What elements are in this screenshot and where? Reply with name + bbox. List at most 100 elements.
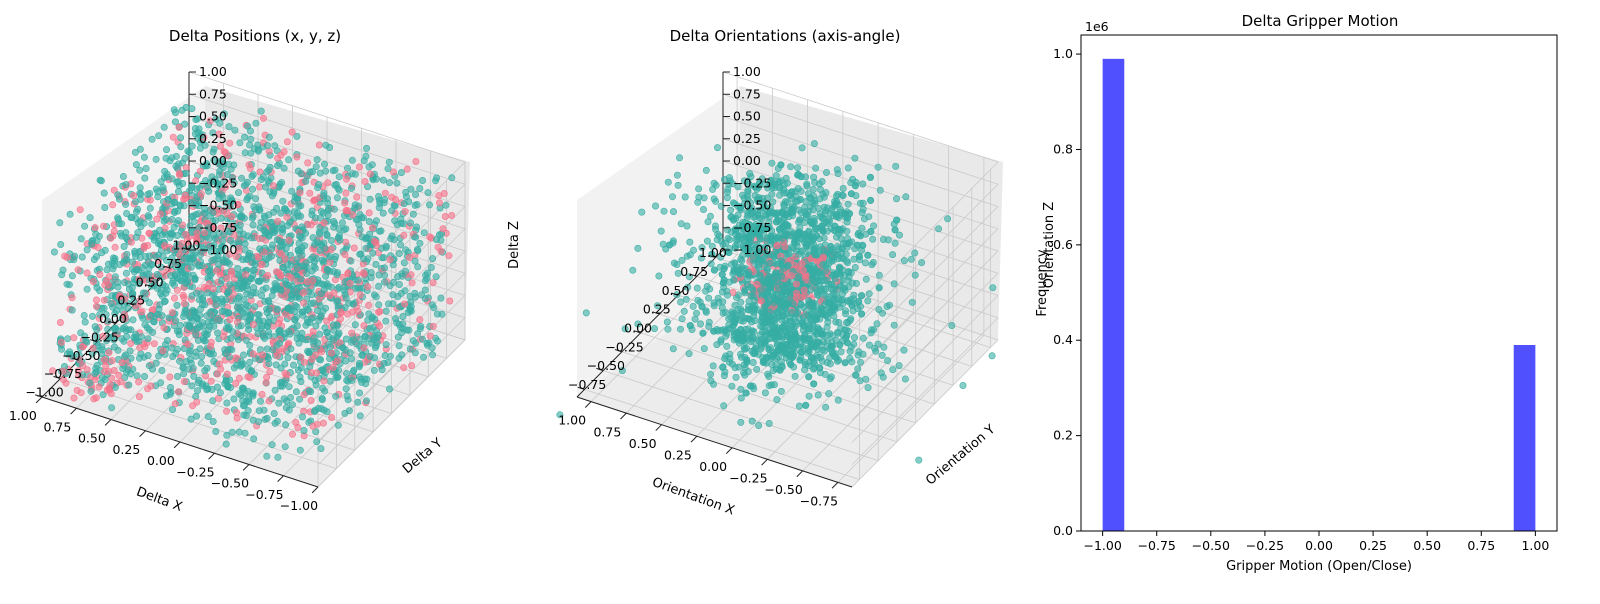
teal-point <box>92 230 100 238</box>
teal-point <box>740 314 748 322</box>
pink-point <box>300 358 308 366</box>
teal-point <box>430 304 438 312</box>
pink-point <box>446 297 454 305</box>
teal-point <box>78 253 86 261</box>
teal-point <box>680 307 688 315</box>
teal-point <box>268 441 276 449</box>
teal-point <box>732 373 740 381</box>
teal-point <box>188 184 196 192</box>
teal-point <box>315 181 323 189</box>
teal-point <box>249 221 257 229</box>
x-tick-mark <box>70 407 77 415</box>
teal-point <box>285 383 293 391</box>
teal-point <box>164 196 172 204</box>
teal-point <box>867 329 875 337</box>
teal-point <box>872 347 880 355</box>
z-tick-label: 1.00 <box>733 64 761 79</box>
teal-point <box>326 343 334 351</box>
teal-point <box>184 147 192 155</box>
teal-point <box>371 333 379 341</box>
teal-point <box>309 253 317 261</box>
teal-point <box>204 274 212 282</box>
x-tick-mark <box>725 447 733 455</box>
histogram-bars <box>1102 58 1536 531</box>
outlier-point <box>117 378 125 386</box>
teal-point <box>733 311 741 319</box>
teal-point <box>356 412 364 420</box>
teal-point <box>380 278 388 286</box>
teal-point <box>834 396 842 404</box>
teal-point <box>826 243 834 251</box>
teal-point <box>838 249 846 257</box>
teal-point <box>772 172 780 180</box>
z-tick-label: −1.00 <box>733 242 771 257</box>
pink-point <box>309 422 317 430</box>
pink-point <box>105 281 113 289</box>
pink-point <box>349 211 357 219</box>
x-tick-label: 0.50 <box>78 431 106 446</box>
teal-point <box>818 346 826 354</box>
teal-point <box>395 250 403 258</box>
teal-point <box>425 201 433 209</box>
teal-point <box>843 339 851 347</box>
teal-point <box>368 314 376 322</box>
teal-point <box>158 366 166 374</box>
y-tick-label: −0.75 <box>44 366 82 381</box>
teal-point <box>186 313 194 321</box>
teal-point <box>867 196 875 204</box>
teal-point <box>131 148 139 156</box>
teal-point <box>152 155 160 163</box>
teal-point <box>765 372 773 380</box>
teal-point <box>915 456 923 464</box>
teal-point <box>322 141 330 149</box>
teal-point <box>150 318 158 326</box>
teal-point <box>255 277 263 285</box>
teal-point <box>889 251 897 259</box>
teal-point <box>741 285 749 293</box>
teal-point <box>162 154 170 162</box>
teal-point <box>332 392 340 400</box>
teal-point <box>432 236 440 244</box>
teal-point <box>709 362 717 370</box>
teal-point <box>249 185 257 193</box>
teal-point <box>176 357 184 365</box>
teal-point <box>788 205 796 213</box>
teal-point <box>195 320 203 328</box>
teal-point <box>296 333 304 341</box>
teal-point <box>438 310 446 318</box>
teal-point <box>249 212 257 220</box>
pink-point <box>368 224 376 232</box>
teal-point <box>293 132 301 140</box>
teal-point <box>264 355 272 363</box>
y-tick-label: 0.25 <box>117 293 145 308</box>
x-tick-label: 1.00 <box>1521 538 1549 553</box>
teal-point <box>256 397 264 405</box>
teal-point <box>342 385 350 393</box>
teal-point <box>676 325 684 333</box>
teal-point <box>343 376 351 384</box>
teal-point <box>774 283 782 291</box>
teal-point <box>215 316 223 324</box>
teal-point <box>742 389 750 397</box>
teal-point <box>129 258 137 266</box>
y-tick-label: 1.0 <box>1053 46 1073 61</box>
teal-point <box>398 270 406 278</box>
teal-point <box>347 257 355 265</box>
teal-point <box>669 239 677 247</box>
teal-point <box>129 316 137 324</box>
y-tick-label: 0.50 <box>662 283 690 298</box>
teal-point <box>768 159 776 167</box>
teal-point <box>803 182 811 190</box>
teal-point <box>121 278 129 286</box>
pink-point <box>180 293 188 301</box>
teal-point <box>716 263 724 271</box>
teal-point <box>756 273 764 281</box>
teal-point <box>50 248 58 256</box>
teal-point <box>389 300 397 308</box>
pink-point <box>180 377 188 385</box>
pink-point <box>175 388 183 396</box>
teal-point <box>819 227 827 235</box>
teal-point <box>335 225 343 233</box>
teal-point <box>141 372 149 380</box>
